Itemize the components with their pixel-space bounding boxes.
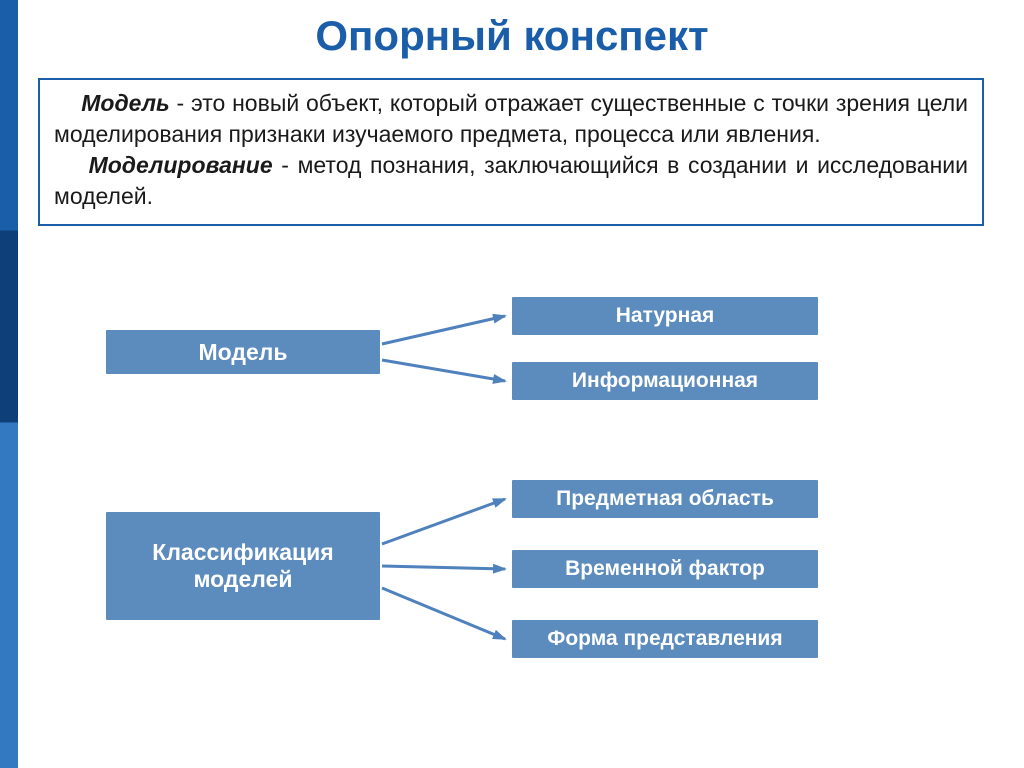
node-natural: Натурная bbox=[510, 295, 820, 337]
arrow bbox=[382, 588, 505, 639]
term-model-rest: - это новый объект, который отражает сущ… bbox=[54, 90, 968, 147]
arrow bbox=[382, 360, 505, 381]
arrow bbox=[382, 499, 505, 544]
slide-title: Опорный конспект bbox=[0, 12, 1024, 60]
term-model: Модель bbox=[81, 90, 169, 116]
definition-model: Модель - это новый объект, который отраж… bbox=[54, 88, 968, 150]
definitions-box: Модель - это новый объект, который отраж… bbox=[38, 78, 984, 226]
node-informational: Информационная bbox=[510, 360, 820, 402]
node-classification: Классификация моделей bbox=[104, 510, 382, 622]
arrow bbox=[382, 566, 505, 569]
node-subject-area: Предметная область bbox=[510, 478, 820, 520]
arrow bbox=[382, 316, 505, 344]
definition-modeling: Моделирование - метод познания, заключаю… bbox=[54, 150, 968, 212]
left-bar-decor bbox=[0, 0, 18, 768]
term-modeling: Моделирование bbox=[89, 152, 273, 178]
node-representation-form: Форма представления bbox=[510, 618, 820, 660]
node-model: Модель bbox=[104, 328, 382, 376]
node-time-factor: Временной фактор bbox=[510, 548, 820, 590]
